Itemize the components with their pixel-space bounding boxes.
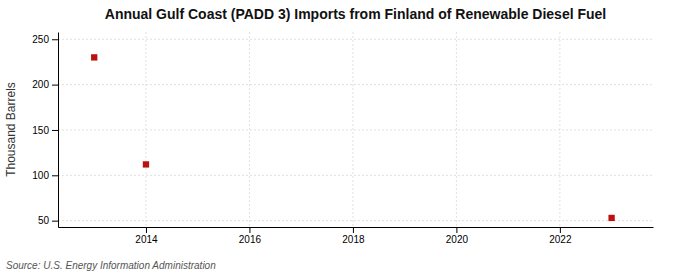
tick-label: 2016: [239, 234, 262, 245]
tick-label: 50: [38, 215, 50, 226]
title: Annual Gulf Coast (PADD 3) Imports from …: [105, 6, 606, 22]
tick: 100: [32, 170, 58, 181]
tick-mark: [52, 175, 58, 176]
y-axis-label: Thousand Barrels: [4, 82, 18, 177]
tick-label: 2020: [446, 234, 469, 245]
grid-line-y: [58, 84, 653, 85]
chart-svg: 2014 2016 2018 2020 2022 50 100 150 200 250 Annual…: [0, 0, 675, 275]
tick: 2016: [239, 227, 262, 245]
tick-label: 200: [32, 79, 49, 90]
tick-label: 150: [32, 125, 49, 136]
x-axis: 2014 2016 2018 2020 2022: [59, 227, 654, 245]
source-note: Source: U.S. Energy Information Administ…: [6, 260, 216, 271]
grid-line-x: [145, 32, 146, 227]
tick-mark: [353, 227, 354, 233]
points: [91, 54, 615, 221]
grid-line-y: [58, 220, 653, 221]
tick-label: 100: [32, 170, 49, 181]
grid-line-y: [58, 129, 653, 130]
tick-mark: [52, 85, 58, 86]
tick: 2014: [135, 227, 158, 245]
tick-mark: [52, 130, 58, 131]
grid-line-x: [249, 32, 250, 227]
tick: 2020: [446, 227, 469, 245]
axis-line: [58, 33, 59, 228]
point: [143, 161, 149, 167]
tick-label: 250: [32, 34, 49, 45]
tick-mark: [52, 221, 58, 222]
tick-mark: [52, 39, 58, 40]
tick-mark: [560, 227, 561, 233]
tick-mark: [456, 227, 457, 233]
grid-line-y: [58, 39, 653, 40]
y-axis: 50 100 150 200 250: [32, 33, 58, 228]
point: [91, 54, 97, 60]
tick-label: 2014: [135, 234, 158, 245]
tick: 150: [32, 125, 58, 136]
grid: [58, 32, 653, 227]
tick: 50: [38, 215, 58, 226]
tick-mark: [249, 227, 250, 233]
grid-line-x: [352, 32, 353, 227]
tick-mark: [146, 227, 147, 233]
plot-area: 2014 2016 2018 2020 2022 50 100 150 200 250: [32, 32, 653, 245]
grid-line-y: [58, 175, 653, 176]
tick: 2022: [549, 227, 572, 245]
chart-container: 2014 2016 2018 2020 2022 50 100 150 200 250 Annual…: [0, 0, 675, 275]
tick-label: 2018: [342, 234, 365, 245]
tick: 2018: [342, 227, 365, 245]
axis-line: [59, 227, 654, 228]
point: [608, 215, 614, 221]
grid-line-x: [559, 32, 560, 227]
tick: 200: [32, 79, 58, 90]
grid-line-x: [456, 32, 457, 227]
tick-label: 2022: [549, 234, 572, 245]
tick: 250: [32, 34, 58, 45]
